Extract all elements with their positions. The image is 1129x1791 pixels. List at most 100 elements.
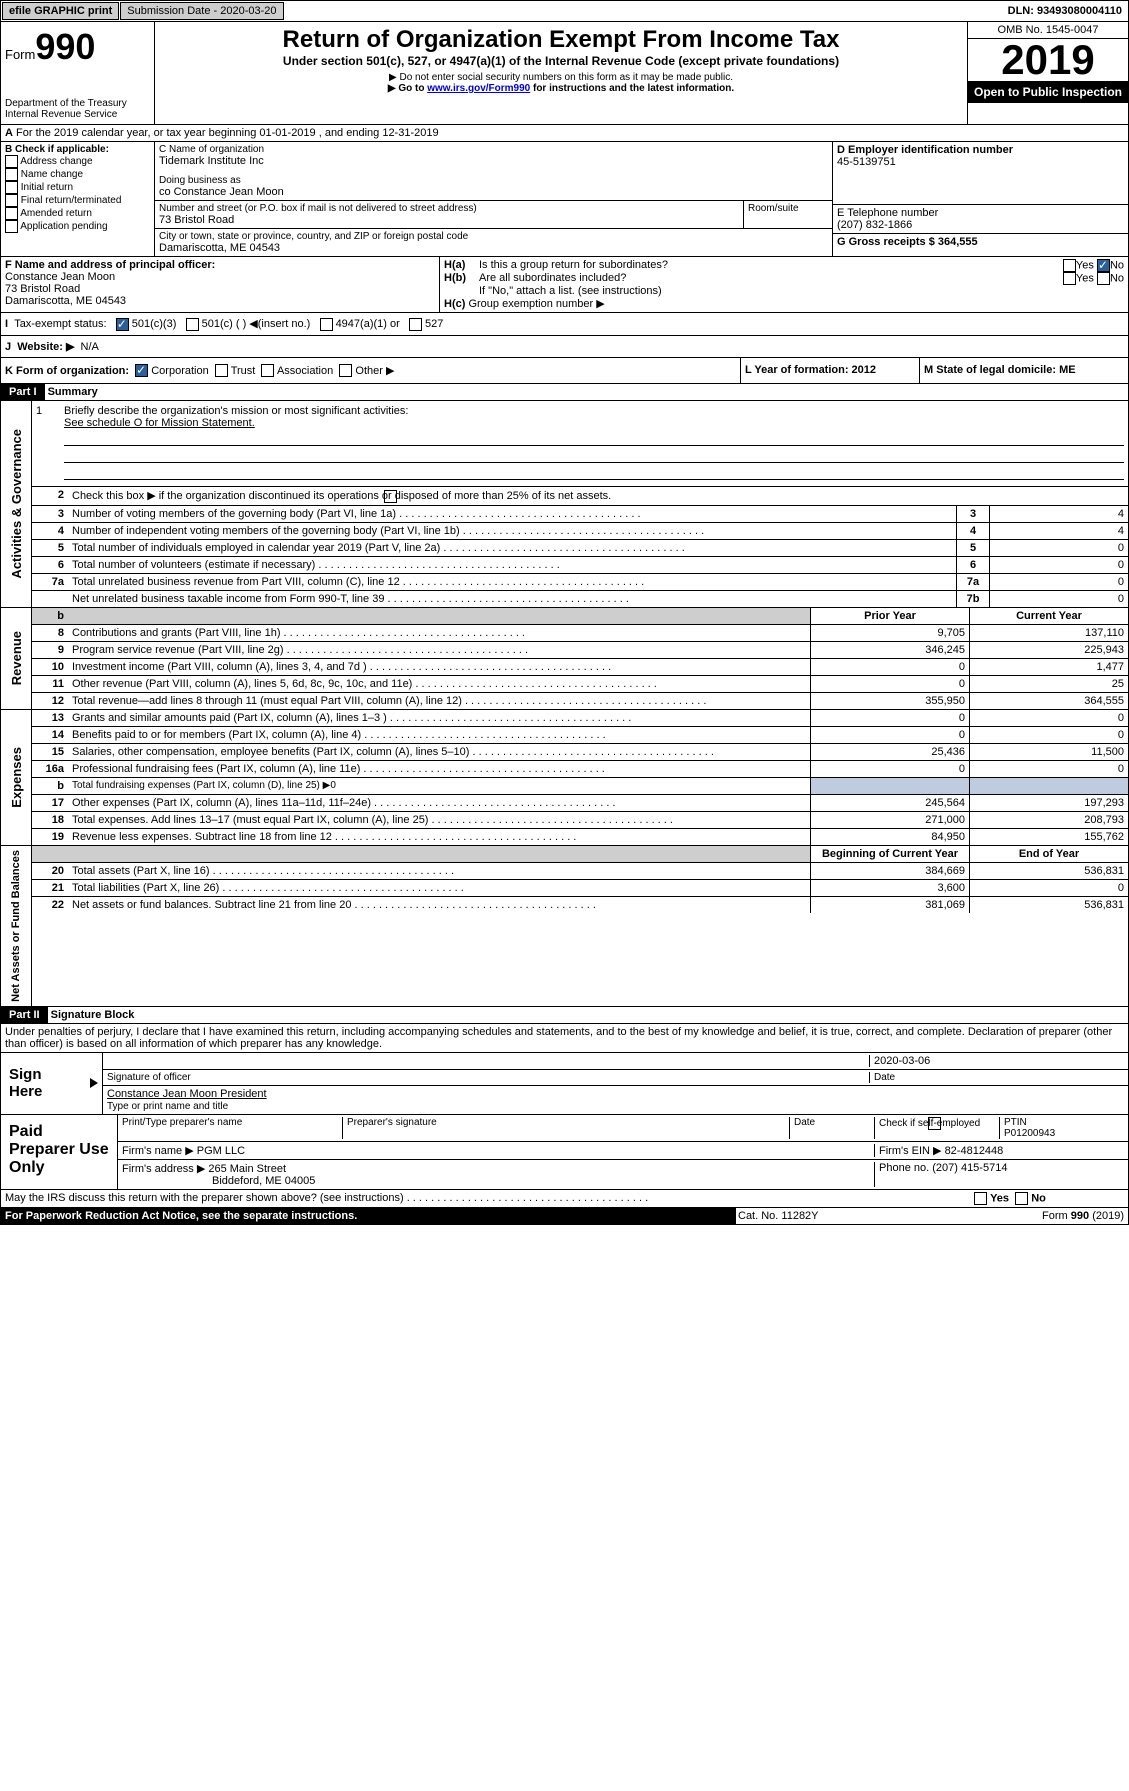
- cb-4947[interactable]: [320, 318, 333, 331]
- irs-label: Internal Revenue Service: [5, 109, 150, 120]
- dba-name: co Constance Jean Moon: [159, 186, 828, 198]
- goto-note: ▶ Go to www.irs.gov/Form990 for instruct…: [159, 83, 963, 94]
- firm-name-lbl: Firm's name ▶: [122, 1145, 194, 1157]
- cb-address-change[interactable]: [5, 155, 18, 168]
- row-desc: Total revenue—add lines 8 through 11 (mu…: [68, 693, 810, 709]
- print-name-label: Type or print name and title: [107, 1101, 228, 1112]
- end-hdr: End of Year: [969, 846, 1128, 862]
- row-current: 11,500: [969, 744, 1128, 760]
- row-prior: 3,600: [810, 880, 969, 896]
- row-current: 0: [969, 880, 1128, 896]
- ptin-hdr: PTIN: [1004, 1117, 1027, 1128]
- row-desc: Grants and similar amounts paid (Part IX…: [68, 710, 810, 726]
- row-prior: 0: [810, 761, 969, 777]
- ha-yes[interactable]: [1063, 259, 1076, 272]
- line7a: Total unrelated business revenue from Pa…: [68, 574, 956, 590]
- m-state: M State of legal domicile: ME: [924, 364, 1076, 376]
- cb-501c3[interactable]: [116, 318, 129, 331]
- row-desc: Contributions and grants (Part VIII, lin…: [68, 625, 810, 641]
- ha-no[interactable]: [1097, 259, 1110, 272]
- dln: DLN: 93493080004110: [1002, 3, 1128, 19]
- begin-hdr: Beginning of Current Year: [810, 846, 969, 862]
- mission-statement: See schedule O for Mission Statement.: [64, 417, 255, 429]
- form-subtitle: Under section 501(c), 527, or 4947(a)(1)…: [159, 54, 963, 68]
- line7b: Net unrelated business taxable income fr…: [68, 591, 956, 607]
- activities-tab: Activities & Governance: [7, 425, 26, 583]
- row-desc: Total fundraising expenses (Part IX, col…: [68, 778, 810, 794]
- tax-year: 2019: [968, 39, 1128, 81]
- addr-label: Number and street (or P.O. box if mail i…: [159, 203, 739, 214]
- ha-text: Is this a group return for subordinates?: [479, 259, 1063, 272]
- cb-initial-return[interactable]: [5, 181, 18, 194]
- city-state-zip: Damariscotta, ME 04543: [159, 242, 828, 254]
- cb-amended[interactable]: [5, 207, 18, 220]
- row-current: 197,293: [969, 795, 1128, 811]
- cb-discontinued[interactable]: [384, 490, 397, 503]
- hb-note: If "No," attach a list. (see instruction…: [444, 285, 1124, 297]
- cb-assoc[interactable]: [261, 364, 274, 377]
- line5: Total number of individuals employed in …: [68, 540, 956, 556]
- f-label: F Name and address of principal officer:: [5, 259, 215, 271]
- row-current: 364,555: [969, 693, 1128, 709]
- row-prior: 0: [810, 676, 969, 692]
- line3: Number of voting members of the governin…: [68, 506, 956, 522]
- cb-trust[interactable]: [215, 364, 228, 377]
- val4: 4: [989, 523, 1128, 539]
- cb-501c[interactable]: [186, 318, 199, 331]
- dba-label: Doing business as: [159, 175, 828, 186]
- discuss-no[interactable]: [1015, 1192, 1028, 1205]
- row-current: 536,831: [969, 863, 1128, 879]
- row-desc: Total liabilities (Part X, line 26): [68, 880, 810, 896]
- sign-date: 2020-03-06: [870, 1055, 1124, 1067]
- cb-name-change[interactable]: [5, 168, 18, 181]
- g-gross-receipts: G Gross receipts $ 364,555: [837, 236, 978, 248]
- row-prior: 271,000: [810, 812, 969, 828]
- prep-sig-hdr: Preparer's signature: [343, 1117, 790, 1139]
- current-hdr: Current Year: [969, 608, 1128, 624]
- row-prior: 0: [810, 727, 969, 743]
- row-prior: 381,069: [810, 897, 969, 913]
- cb-corp[interactable]: [135, 364, 148, 377]
- firm-addr: 265 Main Street: [208, 1163, 286, 1175]
- hb-no[interactable]: [1097, 272, 1110, 285]
- submission-date: Submission Date - 2020-03-20: [120, 2, 283, 20]
- row-desc: Total assets (Part X, line 16): [68, 863, 810, 879]
- cb-final-return[interactable]: [5, 194, 18, 207]
- dept-label: Department of the Treasury: [5, 98, 150, 109]
- sign-here-label: Sign Here: [1, 1053, 87, 1114]
- officer-addr: 73 Bristol Road: [5, 283, 435, 295]
- k-label: K Form of organization:: [5, 365, 129, 377]
- val3: 4: [989, 506, 1128, 522]
- val7b: 0: [989, 591, 1128, 607]
- i-label: Tax-exempt status:: [14, 318, 106, 330]
- l-year: L Year of formation: 2012: [745, 364, 876, 376]
- firm-addr2: Biddeford, ME 04005: [122, 1175, 315, 1187]
- discuss-yes[interactable]: [974, 1192, 987, 1205]
- row-current: 1,477: [969, 659, 1128, 675]
- firm-phone: Phone no. (207) 415-5714: [874, 1162, 1124, 1187]
- cb-self-employed[interactable]: [928, 1117, 941, 1130]
- hb-yes[interactable]: [1063, 272, 1076, 285]
- val5: 0: [989, 540, 1128, 556]
- ptin-val: P01200943: [1004, 1128, 1055, 1139]
- row-desc: Revenue less expenses. Subtract line 18 …: [68, 829, 810, 845]
- prep-self-hdr: Check if self-employed: [875, 1117, 1000, 1139]
- cb-other[interactable]: [339, 364, 352, 377]
- top-bar: efile GRAPHIC print Submission Date - 20…: [0, 0, 1129, 22]
- row-prior: 346,245: [810, 642, 969, 658]
- line2-desc: Check this box ▶ if the organization dis…: [68, 487, 1128, 505]
- footer-left: For Paperwork Reduction Act Notice, see …: [5, 1210, 736, 1222]
- row-current: [969, 778, 1128, 794]
- form990-link[interactable]: www.irs.gov/Form990: [427, 83, 530, 94]
- cb-app-pending[interactable]: [5, 220, 18, 233]
- revenue-tab: Revenue: [7, 627, 26, 689]
- row-prior: 9,705: [810, 625, 969, 641]
- val6: 0: [989, 557, 1128, 573]
- hb-text: Are all subordinates included?: [479, 272, 1063, 285]
- val7a: 0: [989, 574, 1128, 590]
- ssn-note: ▶ Do not enter social security numbers o…: [159, 72, 963, 83]
- cb-527[interactable]: [409, 318, 422, 331]
- efile-button[interactable]: efile GRAPHIC print: [2, 2, 119, 20]
- line6: Total number of volunteers (estimate if …: [68, 557, 956, 573]
- paid-prep-label: Paid Preparer Use Only: [1, 1115, 117, 1189]
